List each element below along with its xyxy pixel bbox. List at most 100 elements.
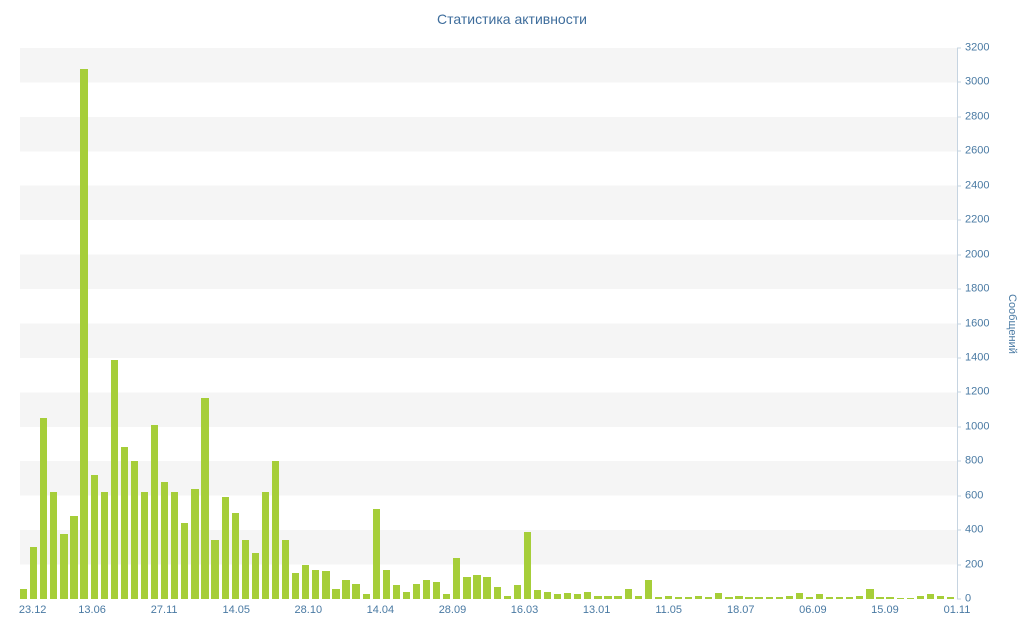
bar[interactable] [765,597,773,599]
bar[interactable] [322,571,330,599]
bar[interactable] [211,540,219,599]
bar[interactable] [493,586,501,599]
bar[interactable] [805,597,814,599]
bar[interactable] [352,583,360,599]
bar[interactable] [513,585,521,599]
bar[interactable] [503,595,511,599]
bar[interactable] [261,492,270,599]
bar[interactable] [684,597,693,599]
bar[interactable] [846,597,854,599]
bar[interactable] [271,461,280,599]
bar[interactable] [745,597,753,599]
bar[interactable] [130,461,139,599]
bar[interactable] [795,592,804,599]
bar[interactable] [906,598,914,599]
bar[interactable] [171,492,179,599]
bar[interactable] [604,595,612,599]
bar[interactable] [695,596,703,599]
bar[interactable] [614,596,622,599]
bar[interactable] [161,481,169,599]
bar[interactable] [251,552,259,599]
bar[interactable] [886,597,894,599]
bar[interactable] [60,533,68,599]
bar[interactable] [826,597,834,599]
bar[interactable] [946,597,955,599]
bar[interactable] [584,592,592,599]
bar[interactable] [926,593,935,599]
bar[interactable] [332,588,340,599]
bar[interactable] [443,593,451,599]
bar[interactable] [110,359,118,599]
bar[interactable] [231,512,239,599]
bar[interactable] [181,523,189,599]
bar[interactable] [90,475,98,599]
x-tick-label: 23.12 [18,604,47,616]
bar[interactable] [412,583,421,599]
bar[interactable] [523,531,531,599]
bar[interactable] [876,597,884,599]
bar[interactable] [836,597,844,599]
bar[interactable] [916,596,924,599]
bar[interactable] [433,581,441,599]
bar[interactable] [40,418,48,599]
bar[interactable] [221,497,229,599]
bar[interactable] [281,540,290,599]
x-tick-label: 16.03 [510,604,539,616]
y-tick-mark [957,254,961,256]
bar[interactable] [936,595,945,599]
bar[interactable] [735,596,743,599]
bar[interactable] [463,576,471,599]
y-tick-label: 2600 [957,145,989,157]
bar[interactable] [785,595,793,599]
bar[interactable] [292,573,300,599]
y-tick-mark [957,81,961,83]
bar[interactable] [473,574,481,599]
bar[interactable] [140,492,149,599]
bar[interactable] [634,595,642,599]
bar[interactable] [342,580,350,599]
bar[interactable] [543,592,552,599]
bar[interactable] [423,580,431,599]
x-tick-label: 01.11 [943,604,971,616]
chart-title: Статистика активности [437,11,587,27]
bar[interactable] [70,516,78,599]
bar[interactable] [866,588,874,599]
bar[interactable] [896,598,904,599]
bar[interactable] [564,592,572,599]
bar[interactable] [50,492,58,599]
bar[interactable] [453,557,461,599]
bar[interactable] [644,580,652,599]
bar[interactable] [372,509,380,599]
bar[interactable] [574,593,582,599]
bar[interactable] [362,593,370,599]
bar[interactable] [483,576,491,599]
bar[interactable] [312,569,320,599]
bar[interactable] [815,593,824,599]
bar[interactable] [755,597,763,599]
bar[interactable] [664,596,673,599]
bar[interactable] [241,540,249,599]
bar[interactable] [594,596,602,599]
bar[interactable] [775,597,783,599]
bar[interactable] [674,597,683,599]
bar[interactable] [705,597,713,599]
bar[interactable] [382,569,390,599]
bar[interactable] [191,488,199,599]
bar[interactable] [402,592,411,599]
bar[interactable] [80,68,88,599]
bar[interactable] [715,592,723,599]
bar[interactable] [100,492,108,599]
bar[interactable] [201,397,209,599]
bar[interactable] [654,597,662,599]
bar[interactable] [533,590,542,599]
bar[interactable] [725,597,733,599]
bar[interactable] [150,425,159,599]
bar[interactable] [553,593,562,599]
bar[interactable] [120,447,128,599]
bar[interactable] [624,588,632,599]
bar[interactable] [302,564,310,599]
bar[interactable] [392,585,401,599]
bar[interactable] [856,596,864,599]
bar[interactable] [30,547,38,599]
bar[interactable] [20,588,28,599]
